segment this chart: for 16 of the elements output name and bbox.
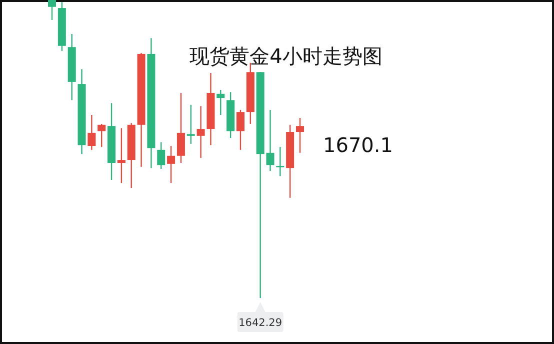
candlestick [186,104,195,145]
candlestick [167,145,176,184]
text: 1670.1 [323,133,393,157]
text: 现货黄金4小时走势图 [190,44,382,68]
candlestick [117,128,126,184]
candlestick [157,142,166,170]
price-callout: 1642.29 [237,302,284,332]
candlestick [176,92,185,164]
candlestick [98,123,106,148]
annotation: 1642.29 [238,317,282,329]
candlestick [196,105,205,159]
candlestick [88,114,96,150]
candlestick [48,0,56,21]
candlestick [216,89,225,116]
candlestick [296,117,304,154]
candlestick [236,109,244,150]
